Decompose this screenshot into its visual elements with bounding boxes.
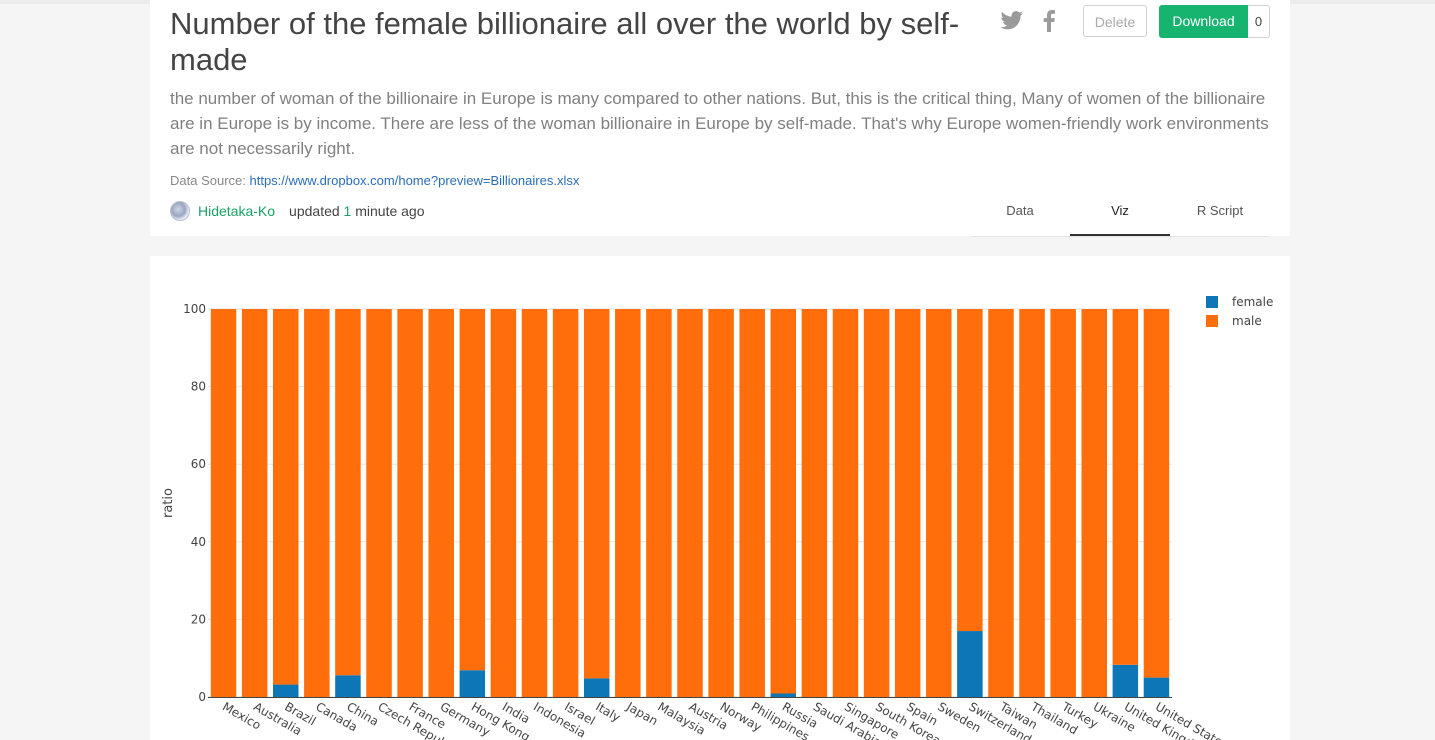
bar-male: [677, 309, 703, 697]
bar-male: [801, 309, 828, 697]
bar-male: [863, 309, 890, 697]
x-tick-label: Italy: [593, 699, 623, 724]
bar-male: [988, 309, 1014, 697]
bar-female: [770, 693, 797, 697]
data-source: Data Source: https://www.dropbox.com/hom…: [170, 173, 579, 188]
bar-male: [646, 309, 672, 697]
bar-female: [459, 670, 486, 697]
bar-male: [926, 309, 952, 697]
delete-button[interactable]: Delete: [1083, 5, 1147, 37]
bar-male: [304, 309, 330, 697]
y-tick-label: 20: [191, 612, 206, 626]
bar-male: [832, 309, 859, 697]
bar-male: [241, 309, 268, 697]
legend-label-male: male: [1232, 314, 1262, 328]
facebook-icon[interactable]: [1042, 10, 1056, 32]
author-name[interactable]: Hidetaka-Ko: [198, 203, 276, 219]
bar-male: [490, 309, 517, 697]
description: the number of woman of the billionaire i…: [170, 89, 1269, 158]
y-tick-label: 100: [183, 302, 206, 316]
bar-male: [1143, 309, 1170, 678]
tab-bar: Data Viz R Script: [970, 190, 1270, 237]
bar-male: [521, 309, 548, 697]
bar-male: [552, 309, 579, 697]
bar-female: [957, 631, 983, 697]
bar-male: [739, 309, 765, 697]
avatar[interactable]: [170, 201, 190, 221]
bar-male: [894, 309, 921, 697]
bar-female: [1143, 677, 1170, 697]
bar-male: [615, 309, 641, 697]
bar-male: [1112, 309, 1139, 665]
legend-swatch-male: [1206, 315, 1218, 327]
bar-male: [428, 309, 454, 697]
bar-male: [459, 309, 486, 671]
updated-prefix: updated: [289, 203, 340, 219]
source-label: Data Source:: [170, 173, 246, 188]
bar-male: [210, 309, 237, 697]
twitter-icon[interactable]: [1000, 11, 1024, 31]
bar-female: [272, 684, 299, 697]
share-buttons: [1000, 10, 1074, 32]
tab-data[interactable]: Data: [1006, 203, 1034, 218]
y-tick-label: 0: [198, 690, 206, 704]
legend-label-female: female: [1232, 295, 1273, 309]
bar-male: [708, 309, 734, 697]
y-tick-label: 80: [191, 380, 206, 394]
header-card: Number of the female billionaire all ove…: [150, 0, 1290, 237]
download-button[interactable]: Download: [1159, 5, 1248, 38]
bar-male: [770, 309, 797, 694]
bar-male: [366, 309, 392, 697]
tab-viz[interactable]: Viz: [1070, 190, 1170, 236]
bar-female: [335, 675, 361, 697]
updated-suffix: minute ago: [355, 203, 425, 219]
bar-female: [583, 678, 610, 697]
bar-chart: 020406080100ratioMexicoAustraliaBrazilCa…: [161, 295, 1273, 740]
y-tick-label: 40: [191, 535, 206, 549]
updated-number: 1: [343, 203, 352, 219]
bar-male: [272, 309, 299, 685]
bar-male: [1081, 309, 1108, 697]
bar-male: [957, 309, 983, 632]
tab-r-script[interactable]: R Script: [1196, 203, 1244, 218]
bar-male: [1050, 309, 1076, 697]
y-axis-title: ratio: [161, 488, 176, 518]
x-tick-label: Japan: [623, 699, 660, 728]
updated-text: updated 1 minute ago: [289, 203, 424, 219]
bar-male: [335, 309, 361, 676]
bar-female: [1112, 664, 1139, 697]
y-tick-label: 60: [191, 457, 206, 471]
bar-male: [397, 309, 423, 697]
download-count: 0: [1248, 5, 1270, 38]
chart-card: 0 20 40 60 80 100 ratio Mexico Australia Brazil Ca…: [150, 256, 1290, 740]
author-row: Hidetaka-Ko updated 1 minute ago: [170, 201, 425, 221]
bar-male: [583, 309, 610, 679]
page-title: Number of the female billionaire all ove…: [170, 6, 960, 77]
source-link[interactable]: https://www.dropbox.com/home?preview=Bil…: [249, 173, 580, 188]
bar-male: [1019, 309, 1045, 697]
legend-swatch-female: [1206, 296, 1218, 308]
